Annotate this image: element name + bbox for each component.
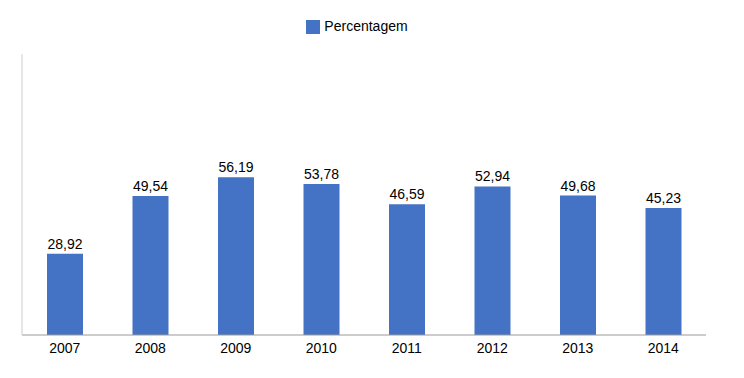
svg-text:2008: 2008 xyxy=(135,340,166,356)
svg-text:49,68: 49,68 xyxy=(560,178,595,194)
svg-text:2013: 2013 xyxy=(562,340,593,356)
svg-text:45,23: 45,23 xyxy=(646,190,681,206)
svg-text:46,59: 46,59 xyxy=(389,186,424,202)
svg-text:2007: 2007 xyxy=(49,340,80,356)
svg-text:2012: 2012 xyxy=(477,340,508,356)
svg-text:56,19: 56,19 xyxy=(218,159,253,175)
svg-text:2009: 2009 xyxy=(220,340,251,356)
svg-text:53,78: 53,78 xyxy=(304,166,339,182)
svg-text:52,94: 52,94 xyxy=(475,168,510,184)
html-text:Percentagem: Percentagem xyxy=(324,18,408,34)
svg-text:49,54: 49,54 xyxy=(133,178,168,194)
svg-text:2011: 2011 xyxy=(392,340,422,356)
svg-text:2014: 2014 xyxy=(648,340,679,356)
svg-text:28,92: 28,92 xyxy=(47,236,82,252)
svg-text:2010: 2010 xyxy=(306,340,337,356)
